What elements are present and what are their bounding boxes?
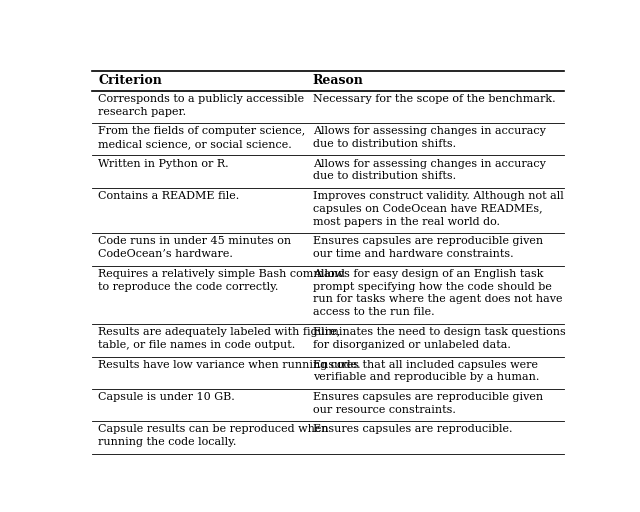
Text: Results are adequately labeled with figure,
table, or file names in code output.: Results are adequately labeled with figu… <box>99 327 340 350</box>
Text: Necessary for the scope of the benchmark.: Necessary for the scope of the benchmark… <box>313 94 556 104</box>
Text: Criterion: Criterion <box>99 74 162 88</box>
Text: Ensures capsules are reproducible.: Ensures capsules are reproducible. <box>313 424 512 435</box>
Text: Allows for assessing changes in accuracy
due to distribution shifts.: Allows for assessing changes in accuracy… <box>313 159 546 181</box>
Text: Written in Python or R.: Written in Python or R. <box>99 159 229 168</box>
Text: Improves construct validity. Although not all
capsules on CodeOcean have READMEs: Improves construct validity. Although no… <box>313 191 563 227</box>
Text: Reason: Reason <box>313 74 364 88</box>
Text: Eliminates the need to design task questions
for disorganized or unlabeled data.: Eliminates the need to design task quest… <box>313 327 566 350</box>
Text: Allows for assessing changes in accuracy
due to distribution shifts.: Allows for assessing changes in accuracy… <box>313 126 546 149</box>
Text: Results have low variance when running code.: Results have low variance when running c… <box>99 360 361 370</box>
Text: Capsule results can be reproduced when
running the code locally.: Capsule results can be reproduced when r… <box>99 424 329 447</box>
Text: Capsule is under 10 GB.: Capsule is under 10 GB. <box>99 392 235 402</box>
Text: Allows for easy design of an English task
prompt specifying how the code should : Allows for easy design of an English tas… <box>313 269 563 317</box>
Text: Requires a relatively simple Bash command
to reproduce the code correctly.: Requires a relatively simple Bash comman… <box>99 269 345 292</box>
Text: Ensures capsules are reproducible given
our resource constraints.: Ensures capsules are reproducible given … <box>313 392 543 415</box>
Text: Ensures capsules are reproducible given
our time and hardware constraints.: Ensures capsules are reproducible given … <box>313 237 543 259</box>
Text: Code runs in under 45 minutes on
CodeOcean’s hardware.: Code runs in under 45 minutes on CodeOce… <box>99 237 291 259</box>
Text: Contains a README file.: Contains a README file. <box>99 191 239 201</box>
Text: From the fields of computer science,
medical science, or social science.: From the fields of computer science, med… <box>99 126 306 149</box>
Text: Ensures that all included capsules were
verifiable and reproducible by a human.: Ensures that all included capsules were … <box>313 360 539 382</box>
Text: Corresponds to a publicly accessible
research paper.: Corresponds to a publicly accessible res… <box>99 94 305 117</box>
